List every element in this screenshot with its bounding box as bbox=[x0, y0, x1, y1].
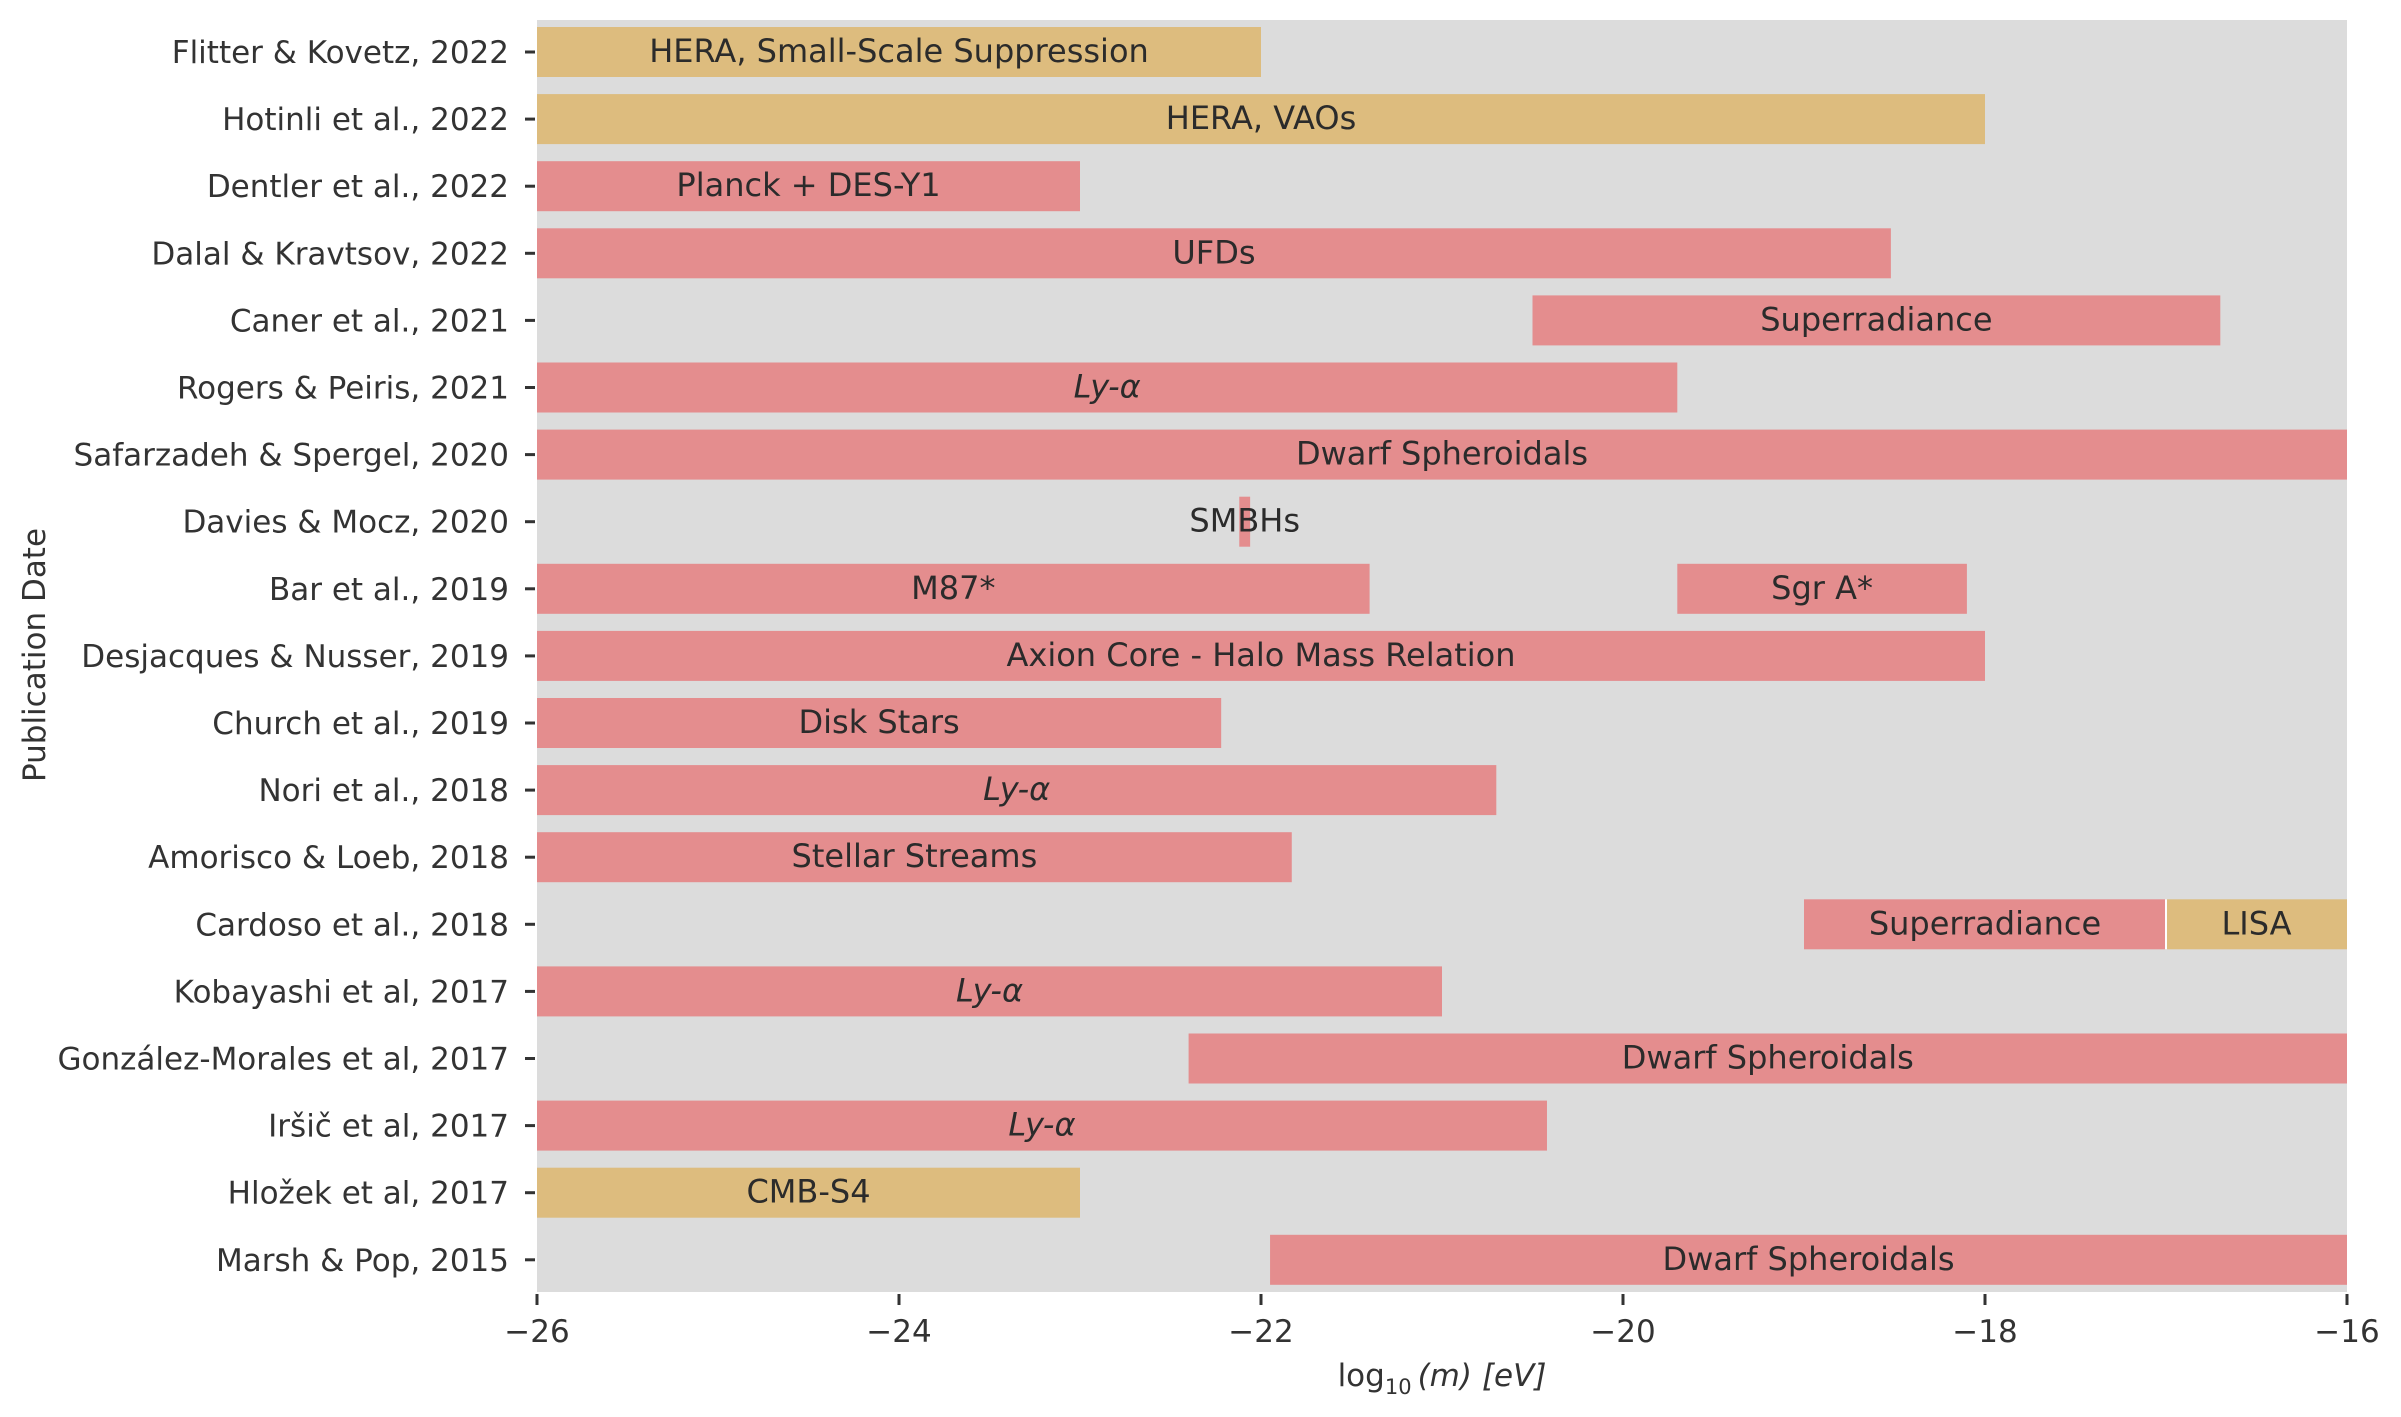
bar-label-10: Axion Core - Halo Mass Relation bbox=[1006, 636, 1515, 674]
y-tick-label-5: Rogers & Peiris, 2021 bbox=[177, 371, 509, 407]
bar-label-3: UFDs bbox=[1172, 233, 1255, 271]
x-axis-title: log10 (m) [eV] bbox=[1338, 1358, 1547, 1399]
bar-label-9: Sgr A* bbox=[1771, 569, 1873, 607]
bar-label-12: Ly-α bbox=[983, 770, 1050, 808]
bar-label-17: Dwarf Spheroidals bbox=[1622, 1039, 1914, 1077]
x-tick-label-4: −18 bbox=[1952, 1314, 2017, 1350]
x-axis-title-unit: [eV] bbox=[1482, 1358, 1546, 1394]
bar-label-2: Planck + DES-Y1 bbox=[676, 166, 940, 204]
x-axis-title-prefix: log bbox=[1338, 1358, 1385, 1394]
bar-label-8: M87* bbox=[911, 569, 995, 607]
bar-constraint-20 bbox=[1270, 1234, 2347, 1285]
x-tick-label-0: −26 bbox=[504, 1314, 569, 1350]
y-tick-label-17: Hložek et al, 2017 bbox=[228, 1176, 509, 1212]
bar-label-11: Disk Stars bbox=[798, 703, 959, 741]
y-tick-label-6: Safarzadeh & Spergel, 2020 bbox=[74, 438, 509, 474]
bar-label-13: Stellar Streams bbox=[792, 837, 1038, 875]
y-tick-label-2: Dentler et al., 2022 bbox=[207, 169, 509, 205]
bar-constraint-10 bbox=[537, 630, 1985, 681]
y-tick-label-18: Marsh & Pop, 2015 bbox=[216, 1243, 509, 1279]
y-axis: Flitter & Kovetz, 2022 Hotinli et al., 20… bbox=[58, 35, 535, 1279]
bar-label-4: Superradiance bbox=[1760, 300, 1992, 338]
bar-constraint-14 bbox=[1804, 899, 2166, 950]
x-tick-label-2: −22 bbox=[1228, 1314, 1293, 1350]
bar-constraint-13 bbox=[537, 832, 1292, 883]
x-tick-label-1: −24 bbox=[866, 1314, 931, 1350]
bar-label-20: Dwarf Spheroidals bbox=[1663, 1240, 1955, 1278]
y-tick-label-0: Flitter & Kovetz, 2022 bbox=[172, 35, 509, 71]
y-tick-label-3: Dalal & Kravtsov, 2022 bbox=[151, 236, 509, 272]
bar-constraint-18 bbox=[537, 1100, 1547, 1151]
bar-label-0: HERA, Small-Scale Suppression bbox=[649, 32, 1149, 70]
bar-label-7: SMBHs bbox=[1189, 502, 1300, 540]
y-tick-label-1: Hotinli et al., 2022 bbox=[222, 102, 509, 138]
y-tick-label-13: Cardoso et al., 2018 bbox=[195, 907, 509, 943]
bar-label-6: Dwarf Spheroidals bbox=[1296, 435, 1588, 473]
bar-label-16: Ly-α bbox=[956, 971, 1023, 1009]
y-tick-label-4: Caner et al., 2021 bbox=[230, 303, 509, 339]
bar-label-15: LISA bbox=[2221, 904, 2291, 942]
x-axis-title-subscript: 10 bbox=[1385, 1375, 1412, 1399]
x-tick-label-3: −20 bbox=[1590, 1314, 1655, 1350]
bar-constraint-11 bbox=[537, 698, 1222, 748]
y-axis-title: Publication Date bbox=[17, 528, 53, 782]
bars-layer bbox=[537, 27, 2347, 1285]
y-tick-label-15: González-Morales et al, 2017 bbox=[58, 1042, 509, 1078]
bar-labels-layer: HERA, Small-Scale Suppression HERA, VAOs P… bbox=[649, 32, 2291, 1278]
bar-constraint-4 bbox=[1532, 295, 2221, 346]
y-tick-label-7: Davies & Mocz, 2020 bbox=[182, 505, 509, 541]
bar-constraint-2 bbox=[537, 161, 1080, 212]
bar-constraint-17 bbox=[1188, 1033, 2347, 1084]
bar-forecast-1 bbox=[537, 94, 1985, 145]
bar-forecast-15 bbox=[2166, 899, 2347, 950]
bar-constraint-8 bbox=[537, 563, 1370, 614]
x-tick-label-5: −16 bbox=[2314, 1314, 2379, 1350]
bar-label-1: HERA, VAOs bbox=[1166, 99, 1356, 137]
bar-label-18: Ly-α bbox=[1008, 1106, 1075, 1144]
bar-label-19: CMB-S4 bbox=[746, 1173, 870, 1211]
y-tick-label-11: Nori et al., 2018 bbox=[258, 773, 509, 809]
x-axis-title-argument: (m) bbox=[1418, 1358, 1472, 1394]
bar-constraint-12 bbox=[537, 765, 1497, 816]
bar-constraint-9 bbox=[1677, 563, 1967, 614]
y-tick-label-14: Kobayashi et al, 2017 bbox=[174, 974, 509, 1010]
y-tick-label-10: Church et al., 2019 bbox=[212, 706, 509, 742]
bar-forecast-19 bbox=[537, 1167, 1080, 1218]
bar-constraint-6 bbox=[537, 429, 2347, 480]
bar-constraint-3 bbox=[537, 228, 1891, 279]
bar-label-14: Superradiance bbox=[1869, 904, 2101, 942]
bar-constraint-5 bbox=[537, 362, 1678, 413]
bar-constraint-7 bbox=[1239, 496, 1251, 547]
y-tick-label-16: Iršič et al, 2017 bbox=[268, 1109, 509, 1145]
y-tick-label-8: Bar et al., 2019 bbox=[269, 572, 509, 608]
bar-label-5: Ly-α bbox=[1074, 368, 1141, 406]
y-tick-label-9: Desjacques & Nusser, 2019 bbox=[81, 639, 509, 675]
x-axis: −26 −24 −22 −20 −18 −16 bbox=[504, 1294, 2380, 1350]
bar-constraint-16 bbox=[537, 966, 1442, 1017]
bar-forecast-0 bbox=[537, 27, 1261, 77]
y-tick-label-12: Amorisco & Loeb, 2018 bbox=[148, 840, 509, 876]
